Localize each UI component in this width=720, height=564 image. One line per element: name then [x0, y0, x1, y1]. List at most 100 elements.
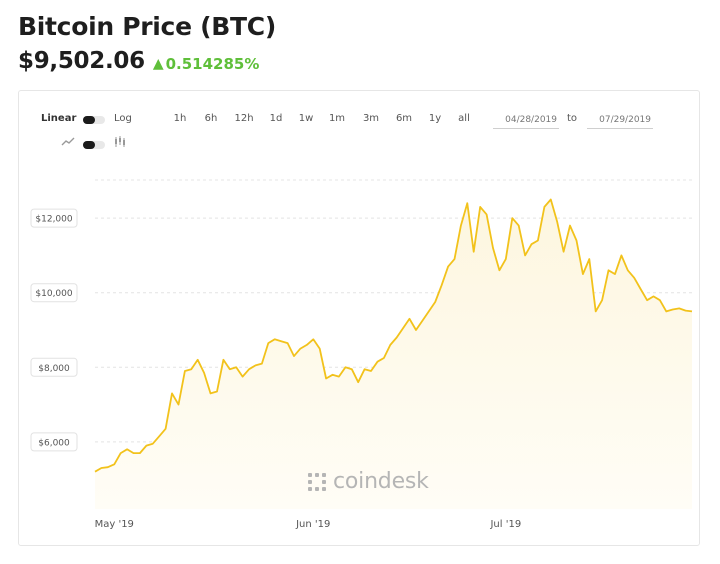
range-12h[interactable]: 12h	[234, 113, 254, 124]
scale-log-label[interactable]: Log	[114, 113, 132, 124]
data-point	[273, 337, 277, 341]
range-1h[interactable]: 1h	[173, 113, 187, 124]
data-point	[459, 224, 463, 228]
scale-linear-label[interactable]: Linear	[41, 113, 77, 124]
candlestick-icon[interactable]	[114, 136, 126, 148]
chart-type-toggle-knob[interactable]	[83, 141, 95, 149]
data-point	[286, 341, 290, 345]
data-point	[658, 298, 662, 302]
data-point	[228, 367, 232, 371]
data-point	[677, 306, 681, 310]
data-point	[575, 239, 579, 243]
range-1m[interactable]: 1m	[328, 113, 346, 124]
y-tick-label: $8,000	[30, 357, 78, 377]
data-point	[671, 308, 675, 312]
data-point	[619, 253, 623, 257]
x-tick-label: May '19	[95, 519, 134, 530]
coindesk-logo-icon	[308, 472, 326, 491]
data-point	[626, 268, 630, 272]
data-point	[292, 354, 296, 358]
data-point	[247, 367, 251, 371]
data-point	[472, 250, 476, 254]
data-point	[427, 309, 431, 313]
svg-text:$8,000: $8,000	[38, 364, 70, 374]
data-point	[215, 390, 219, 394]
data-point	[433, 300, 437, 304]
data-point	[408, 317, 412, 321]
data-point	[562, 250, 566, 254]
chart-controls: Linear Log 1h 6h 12h 1d 1w 1m 3m 6m 1y a…	[19, 91, 699, 151]
range-all[interactable]: all	[458, 113, 470, 124]
y-tick-label: $10,000	[30, 283, 78, 303]
data-point	[196, 358, 200, 362]
data-point	[125, 447, 129, 451]
scale-toggle-knob[interactable]	[83, 116, 95, 124]
data-point	[241, 375, 245, 379]
data-point	[453, 257, 457, 261]
data-point	[202, 371, 206, 375]
current-price: $9,502.06	[18, 48, 145, 74]
data-point	[99, 466, 103, 470]
data-point	[363, 367, 367, 371]
data-point	[395, 336, 399, 340]
data-point	[343, 365, 347, 369]
data-point	[376, 360, 380, 364]
data-point	[478, 205, 482, 209]
svg-text:$10,000: $10,000	[35, 289, 72, 299]
data-point	[613, 272, 617, 276]
data-point	[549, 198, 553, 202]
range-6h[interactable]: 6h	[204, 113, 218, 124]
y-tick-label: $12,000	[30, 208, 78, 228]
data-point	[401, 326, 405, 330]
line-chart-icon[interactable]	[61, 137, 75, 147]
scale-toggle[interactable]	[83, 116, 105, 124]
data-point	[177, 403, 181, 407]
range-1d[interactable]: 1d	[269, 113, 283, 124]
range-1y[interactable]: 1y	[428, 113, 442, 124]
data-point	[491, 246, 495, 250]
y-tick-label: $6,000	[30, 432, 78, 452]
coindesk-watermark: coindesk	[307, 469, 429, 494]
data-point	[510, 216, 514, 220]
data-point	[337, 375, 341, 379]
data-point	[234, 365, 238, 369]
data-point	[664, 309, 668, 313]
data-point	[536, 239, 540, 243]
watermark-text: coindesk	[333, 469, 429, 494]
data-point	[504, 257, 508, 261]
data-point	[331, 373, 335, 377]
data-point	[260, 362, 264, 366]
svg-text:$6,000: $6,000	[38, 438, 70, 448]
price-row: $9,502.06 ▲ 0.514285%	[18, 48, 259, 74]
date-to-input[interactable]	[587, 113, 653, 129]
data-point	[542, 205, 546, 209]
data-point	[119, 451, 123, 455]
data-point	[221, 358, 225, 362]
chart-type-toggle[interactable]	[83, 141, 105, 149]
data-point	[465, 201, 469, 205]
data-point	[414, 328, 418, 332]
price-line	[94, 198, 693, 473]
date-from-input[interactable]	[493, 113, 559, 129]
data-point	[183, 369, 187, 373]
data-point	[356, 380, 360, 384]
date-to-label: to	[567, 113, 578, 124]
data-point	[311, 337, 315, 341]
data-point	[523, 253, 527, 257]
data-point	[420, 319, 424, 323]
data-point	[382, 356, 386, 360]
data-point	[587, 257, 591, 261]
range-6m[interactable]: 6m	[395, 113, 413, 124]
range-1w[interactable]: 1w	[298, 113, 314, 124]
data-point	[266, 341, 270, 345]
data-point	[684, 309, 688, 313]
price-chart[interactable]: $12,000 $10,000 $8,000 $6,000 May '19 Jun '1…	[19, 91, 699, 545]
data-point	[209, 391, 213, 395]
data-point	[164, 427, 168, 431]
data-point	[305, 343, 309, 347]
range-selector: 1h 6h 12h 1d 1w 1m 3m 6m 1y all	[165, 113, 477, 124]
range-3m[interactable]: 3m	[362, 113, 380, 124]
data-point	[645, 298, 649, 302]
data-point	[144, 444, 148, 448]
data-point	[318, 347, 322, 351]
